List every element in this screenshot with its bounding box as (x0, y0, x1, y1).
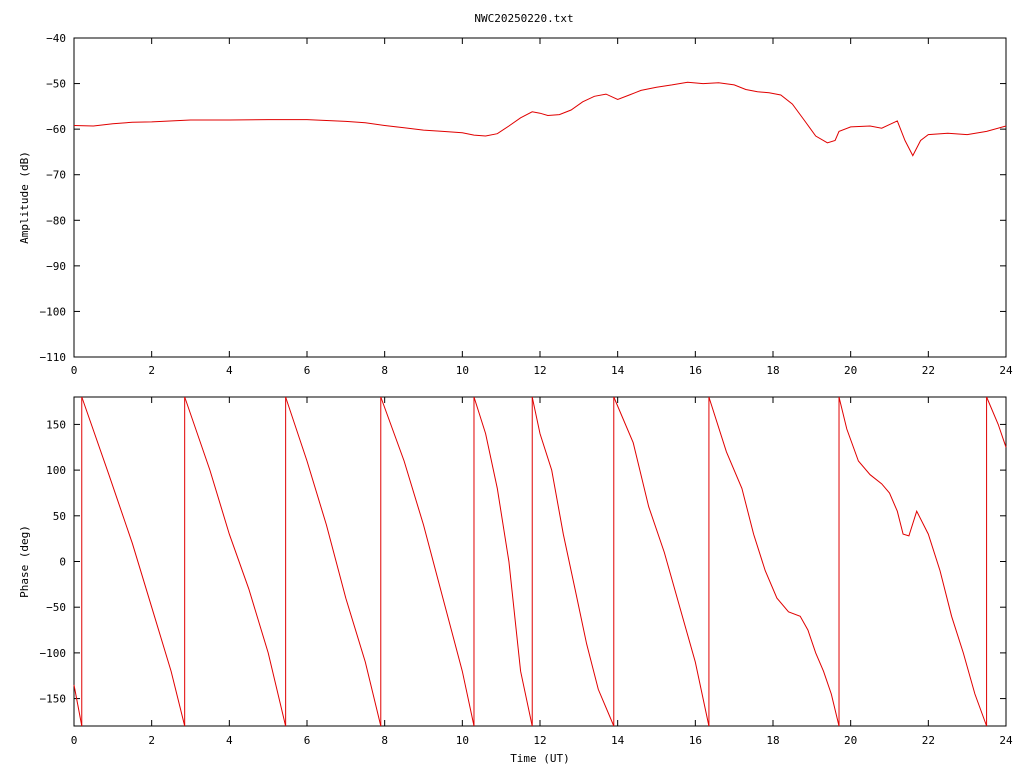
amplitude-y-tick-label: −60 (46, 123, 66, 136)
phase-series-line-0 (73, 684, 83, 727)
phase-x-tick-label: 24 (999, 734, 1013, 747)
amplitude-y-tick-label: −40 (46, 32, 66, 45)
amplitude-x-tick-label: 4 (226, 364, 233, 377)
amplitude-x-tick-label: 20 (844, 364, 857, 377)
phase-series-line-1 (81, 396, 186, 727)
phase-x-tick-label: 12 (533, 734, 546, 747)
amplitude-y-tick-label: −100 (40, 305, 67, 318)
phase-series-line-10 (986, 396, 1007, 448)
amplitude-x-tick-label: 18 (766, 364, 779, 377)
amplitude-x-tick-label: 24 (999, 364, 1013, 377)
phase-x-tick-label: 8 (381, 734, 388, 747)
amplitude-x-tick-label: 2 (148, 364, 155, 377)
phase-x-tick-label: 18 (766, 734, 779, 747)
phase-y-tick-label: 100 (46, 464, 66, 477)
phase-x-tick-label: 14 (611, 734, 625, 747)
amplitude-y-tick-label: −80 (46, 214, 66, 227)
amplitude-x-tick-label: 6 (304, 364, 311, 377)
amplitude-series-line-0 (73, 81, 1007, 157)
phase-y-tick-label: −150 (40, 693, 67, 706)
phase-y-tick-label: −100 (40, 647, 67, 660)
phase-y-tick-label: −50 (46, 601, 66, 614)
phase-panel: Phase (deg) Time (UT) 0 2 4 6 8 10 12 14 16 18 20 2… (18, 396, 1013, 765)
amplitude-axis-label: Amplitude (dB) (18, 151, 31, 244)
amplitude-x-tick-label: 8 (381, 364, 388, 377)
phase-series-line-9 (838, 396, 988, 727)
phase-series-line-5 (473, 396, 533, 727)
phase-series-line-6 (531, 396, 615, 727)
phase-series-line-4 (380, 396, 475, 727)
amplitude-y-tick-label: −90 (46, 260, 66, 273)
amplitude-x-tick-label: 16 (689, 364, 702, 377)
phase-x-tick-label: 20 (844, 734, 857, 747)
time-axis-label: Time (UT) (510, 752, 570, 765)
amplitude-x-tick-label: 10 (456, 364, 469, 377)
phase-y-tick-label: 150 (46, 418, 66, 431)
amplitude-y-tick-label: −110 (40, 351, 67, 364)
amplitude-x-tick-label: 12 (533, 364, 546, 377)
chart-title: NWC20250220.txt (474, 12, 573, 25)
phase-x-tick-label: 6 (304, 734, 311, 747)
phase-x-tick-label: 22 (922, 734, 935, 747)
amplitude-x-tick-label: 0 (71, 364, 78, 377)
phase-y-tick-label: 0 (59, 556, 66, 569)
phase-x-tick-label: 16 (689, 734, 702, 747)
phase-y-tick-label: 50 (53, 510, 66, 523)
amplitude-y-tick-label: −70 (46, 169, 66, 182)
phase-x-tick-label: 4 (226, 734, 233, 747)
amplitude-x-tick-label: 22 (922, 364, 935, 377)
phase-x-tick-label: 10 (456, 734, 469, 747)
phase-x-tick-label: 0 (71, 734, 78, 747)
amplitude-y-tick-label: −50 (46, 78, 66, 91)
phase-series-line-7 (613, 396, 710, 727)
phase-x-tick-label: 2 (148, 734, 155, 747)
phase-series-line-2 (184, 396, 287, 727)
phase-series-line-8 (708, 396, 840, 727)
amplitude-x-tick-label: 14 (611, 364, 625, 377)
phase-series-line-3 (285, 396, 382, 727)
phase-axis-label: Phase (deg) (18, 525, 31, 598)
amplitude-panel: Amplitude (dB) 0 2 4 6 8 10 12 14 16 18 20 22 24−110… (18, 32, 1013, 377)
